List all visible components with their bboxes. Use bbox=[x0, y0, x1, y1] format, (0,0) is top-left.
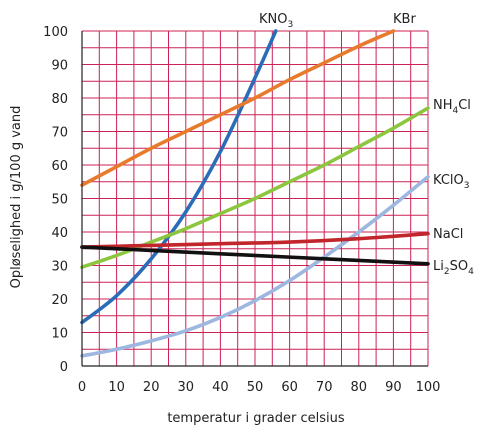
series-line-kbr bbox=[80, 29, 396, 187]
series-label-kclo3: KClO3 bbox=[433, 173, 469, 191]
x-tick-label: 30 bbox=[178, 380, 195, 395]
axes bbox=[81, 31, 428, 367]
x-tick-labels: 0 10 20 30 40 50 60 70 80 90 100 bbox=[78, 380, 441, 395]
series-labels: KNO3 KBr NH4Cl KClO3 NaCl Li2SO4 bbox=[259, 12, 474, 277]
y-tick-labels: 0 10 20 30 40 50 60 70 80 90 100 bbox=[43, 25, 68, 375]
y-tick-label: 80 bbox=[51, 92, 68, 107]
series-label-nh4cl: NH4Cl bbox=[433, 98, 471, 116]
x-axis-label: temperatur i grader celsius bbox=[167, 411, 345, 426]
y-tick-label: 90 bbox=[51, 59, 68, 74]
x-tick-label: 100 bbox=[416, 380, 441, 395]
y-tick-label: 10 bbox=[51, 327, 68, 342]
y-tick-label: 70 bbox=[51, 126, 68, 141]
x-tick-label: 50 bbox=[247, 380, 264, 395]
series-line-kclo3 bbox=[80, 174, 430, 358]
y-tick-label: 40 bbox=[51, 226, 68, 241]
series-lines bbox=[80, 29, 430, 358]
x-tick-label: 80 bbox=[351, 380, 368, 395]
series-line-li2so4 bbox=[80, 245, 430, 266]
x-tick-label: 70 bbox=[316, 380, 333, 395]
y-axis-label: Opløselighed i g/100 g vand bbox=[9, 106, 24, 289]
y-tick-label: 0 bbox=[60, 360, 68, 375]
x-tick-label: 20 bbox=[143, 380, 160, 395]
series-line-kno3 bbox=[80, 29, 278, 325]
y-tick-label: 30 bbox=[51, 260, 68, 275]
grid bbox=[81, 30, 429, 367]
series-label-kbr: KBr bbox=[393, 12, 416, 27]
y-tick-label: 20 bbox=[51, 293, 68, 308]
series-label-nacl: NaCl bbox=[433, 227, 463, 242]
series-label-kno3: KNO3 bbox=[259, 12, 293, 30]
series-label-li2so4: Li2SO4 bbox=[433, 259, 474, 277]
x-tick-label: 40 bbox=[212, 380, 229, 395]
x-tick-label: 60 bbox=[281, 380, 298, 395]
x-tick-label: 90 bbox=[385, 380, 402, 395]
y-tick-label: 50 bbox=[51, 193, 68, 208]
y-tick-label: 100 bbox=[43, 25, 68, 40]
x-tick-label: 0 bbox=[78, 380, 86, 395]
series-line-nacl bbox=[80, 231, 430, 249]
y-tick-label: 60 bbox=[51, 159, 68, 174]
x-tick-label: 10 bbox=[108, 380, 125, 395]
